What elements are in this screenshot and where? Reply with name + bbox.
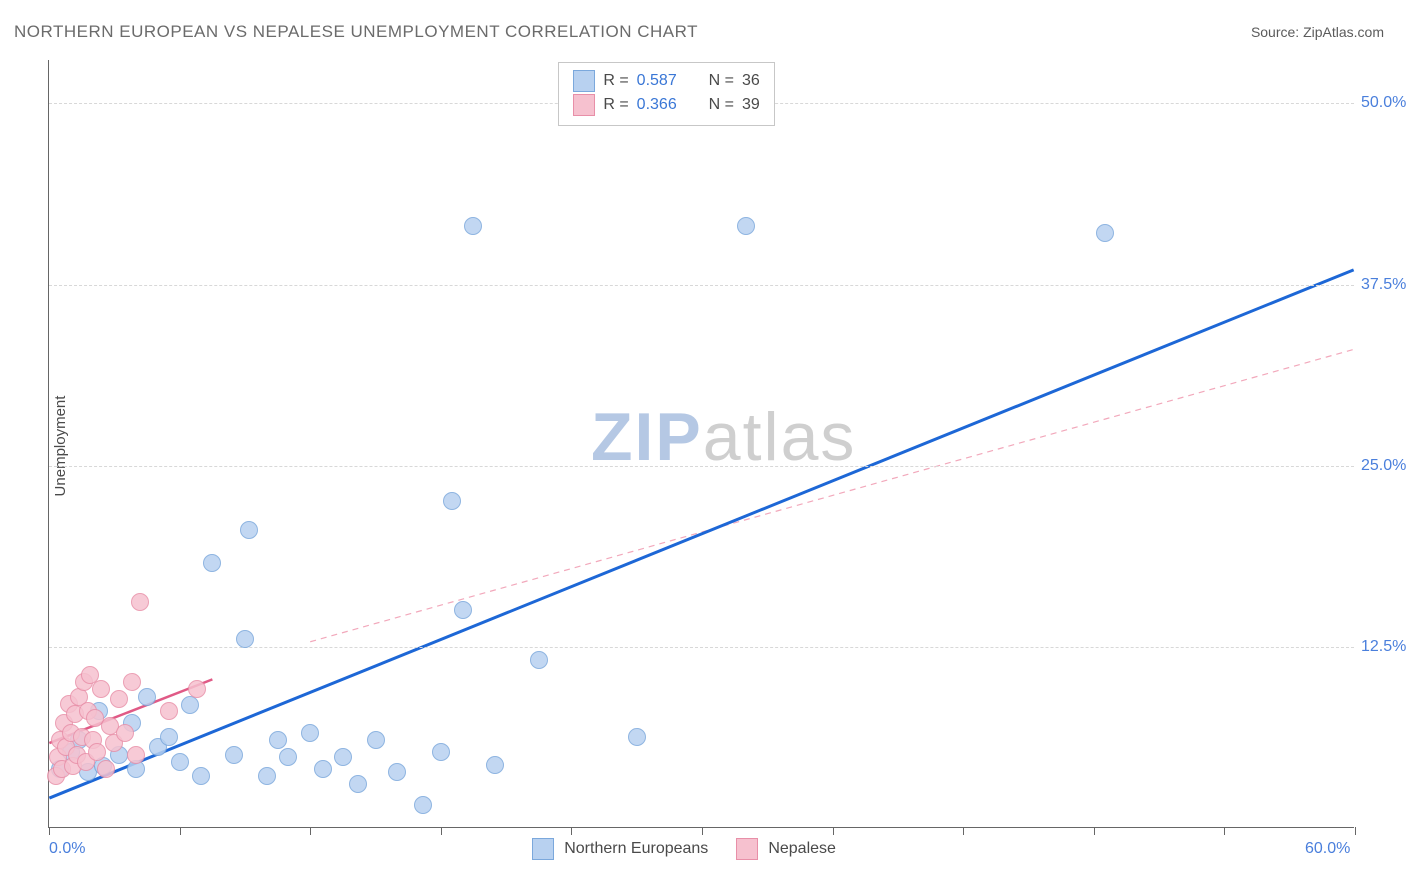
- data-point: [123, 673, 141, 691]
- legend-swatch: [573, 70, 595, 92]
- r-label: R =: [603, 72, 628, 90]
- data-point: [160, 702, 178, 720]
- data-point: [454, 601, 472, 619]
- data-point: [269, 731, 287, 749]
- n-label: N =: [709, 96, 734, 114]
- gridline: [49, 285, 1354, 286]
- legend-row: R = 0.587 N = 36: [573, 69, 759, 93]
- n-label: N =: [709, 72, 734, 90]
- data-point: [127, 746, 145, 764]
- data-point: [97, 760, 115, 778]
- correlation-legend: R = 0.587 N = 36 R = 0.366 N = 39: [558, 62, 774, 126]
- data-point: [464, 217, 482, 235]
- n-value: 36: [742, 72, 760, 90]
- chart-title: NORTHERN EUROPEAN VS NEPALESE UNEMPLOYME…: [14, 22, 698, 42]
- gridline: [49, 466, 1354, 467]
- data-point: [116, 724, 134, 742]
- data-point: [131, 593, 149, 611]
- legend-swatch: [573, 94, 595, 116]
- source-link[interactable]: ZipAtlas.com: [1303, 24, 1384, 40]
- trend-line: [310, 349, 1353, 641]
- x-tick-label: 0.0%: [49, 840, 85, 858]
- x-tick: [963, 827, 964, 835]
- data-point: [92, 680, 110, 698]
- data-point: [628, 728, 646, 746]
- x-tick: [833, 827, 834, 835]
- data-point: [192, 767, 210, 785]
- x-tick: [49, 827, 50, 835]
- data-point: [203, 554, 221, 572]
- x-tick: [310, 827, 311, 835]
- data-point: [240, 521, 258, 539]
- data-point: [88, 743, 106, 761]
- data-point: [314, 760, 332, 778]
- data-point: [236, 630, 254, 648]
- source-prefix: Source:: [1251, 24, 1303, 40]
- data-point: [188, 680, 206, 698]
- data-point: [1096, 224, 1114, 242]
- r-value: 0.587: [637, 72, 691, 90]
- n-value: 39: [742, 96, 760, 114]
- source-attribution: Source: ZipAtlas.com: [1251, 24, 1384, 40]
- data-point: [737, 217, 755, 235]
- legend-label: Nepalese: [768, 840, 836, 858]
- y-tick-label: 25.0%: [1361, 457, 1406, 475]
- data-point: [160, 728, 178, 746]
- data-point: [388, 763, 406, 781]
- watermark: ZIPatlas: [591, 398, 856, 476]
- data-point: [138, 688, 156, 706]
- x-tick-label: 60.0%: [1305, 840, 1350, 858]
- x-tick: [1224, 827, 1225, 835]
- x-tick: [180, 827, 181, 835]
- data-point: [258, 767, 276, 785]
- x-tick: [1355, 827, 1356, 835]
- y-tick-label: 12.5%: [1361, 638, 1406, 656]
- data-point: [181, 696, 199, 714]
- data-point: [110, 690, 128, 708]
- chart-container: NORTHERN EUROPEAN VS NEPALESE UNEMPLOYME…: [0, 0, 1406, 892]
- data-point: [334, 748, 352, 766]
- data-point: [225, 746, 243, 764]
- series-legend: Northern Europeans Nepalese: [532, 838, 854, 860]
- x-tick: [571, 827, 572, 835]
- data-point: [171, 753, 189, 771]
- data-point: [279, 748, 297, 766]
- legend-row: R = 0.366 N = 39: [573, 93, 759, 117]
- x-tick: [702, 827, 703, 835]
- trend-lines-layer: [49, 60, 1354, 827]
- plot-area: 12.5%25.0%37.5%50.0%0.0%60.0%ZIPatlas R …: [48, 60, 1354, 828]
- data-point: [530, 651, 548, 669]
- data-point: [349, 775, 367, 793]
- data-point: [301, 724, 319, 742]
- x-tick: [1094, 827, 1095, 835]
- legend-swatch: [532, 838, 554, 860]
- r-label: R =: [603, 96, 628, 114]
- y-tick-label: 37.5%: [1361, 276, 1406, 294]
- r-value: 0.366: [637, 96, 691, 114]
- y-tick-label: 50.0%: [1361, 94, 1406, 112]
- data-point: [414, 796, 432, 814]
- x-tick: [441, 827, 442, 835]
- data-point: [432, 743, 450, 761]
- legend-swatch: [736, 838, 758, 860]
- legend-label: Northern Europeans: [564, 840, 708, 858]
- data-point: [367, 731, 385, 749]
- data-point: [443, 492, 461, 510]
- data-point: [486, 756, 504, 774]
